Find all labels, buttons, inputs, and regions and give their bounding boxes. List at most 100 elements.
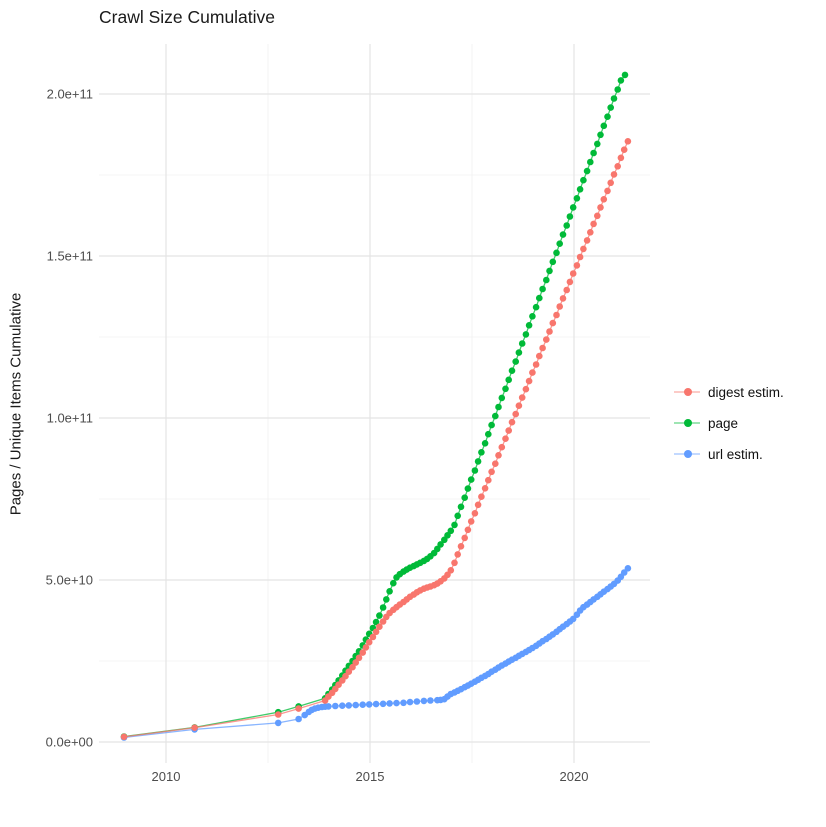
series-point-page [590,149,597,157]
y-tick-label: 0.0e+00 [46,735,93,750]
y-tick-label: 1.5e+11 [47,249,93,264]
series-point-digest-estim- [604,187,611,195]
series-point-digest-estim- [451,559,458,567]
series-point-page [457,503,465,511]
series-point-url-estim- [624,565,632,572]
series-point-page [467,476,475,483]
series-point-page [594,140,601,148]
series-point-url-estim- [393,699,400,707]
series-point-page [488,421,495,429]
series-point-digest-estim- [508,418,516,426]
series-point-digest-estim- [583,237,591,244]
series-point-page [461,494,469,502]
series-point-page [532,303,540,311]
series-point-page [525,322,533,329]
series-point-page [502,385,509,393]
series-point-url-estim- [386,700,393,707]
series-point-digest-estim- [295,705,302,712]
series-point-page [539,285,546,293]
x-tick-label: 2015 [356,769,385,784]
series-point-page [485,430,492,438]
series-point-digest-estim- [359,649,367,656]
series-point-url-estim- [420,697,428,705]
series-point-digest-estim- [457,543,465,550]
legend-item-label: page [708,415,739,431]
series-point-digest-estim- [569,270,577,277]
series-point-page [451,521,458,529]
x-tick-label: 2020 [560,769,589,784]
series-point-digest-estim- [120,733,128,741]
series-point-page [372,618,380,626]
series-point-page [518,340,526,347]
series-point-digest-estim- [498,443,506,451]
series-point-digest-estim- [607,179,614,187]
series-point-page [512,358,519,365]
series-point-page [621,71,629,79]
series-point-digest-estim- [597,204,604,211]
series-point-digest-estim- [587,229,594,236]
series-point-url-estim- [339,702,346,709]
series-point-url-estim- [379,700,387,708]
series-point-digest-estim- [594,212,601,220]
series-point-url-estim- [365,701,373,708]
series-point-page [515,349,523,356]
series-point-digest-estim- [502,435,509,443]
series-point-digest-estim- [464,526,472,534]
series-point-url-estim- [352,701,360,709]
series-point-digest-estim- [573,262,581,269]
series-point-page [580,176,587,184]
series-point-digest-estim- [345,668,353,675]
series-point-digest-estim- [352,659,360,666]
legend-item: page [674,414,784,432]
series-point-page [563,222,570,229]
series-point-page [576,186,584,193]
series-point-digest-estim- [525,377,533,385]
series-point-url-estim- [427,697,434,704]
series-point-url-estim- [295,715,302,723]
series-point-digest-estim- [546,328,553,335]
series-point-digest-estim- [379,618,387,625]
series-point-digest-estim- [559,295,567,302]
series-point-page [559,231,567,238]
series-point-digest-estim- [566,278,574,286]
series-point-page [604,113,611,120]
series-point-url-estim- [372,700,380,708]
series-point-page [386,588,393,595]
y-tick-label: 2.0e+11 [47,87,93,102]
series-point-url-estim- [332,702,339,710]
series-point-page [498,394,506,402]
series-point-url-estim- [413,698,421,705]
series-point-page [454,512,462,520]
series-point-page [569,204,577,211]
series-point-page [607,104,614,111]
series-point-digest-estim- [522,385,530,393]
series-point-page [492,412,499,420]
series-point-url-estim- [359,701,367,708]
series-point-page [447,527,455,535]
series-point-page [464,485,472,492]
series-point-url-estim- [325,703,332,710]
y-tick-label: 5.0e+10 [46,573,93,588]
series-point-digest-estim- [191,724,198,731]
series-point-digest-estim- [600,196,608,203]
series-point-page [508,367,516,375]
series-point-page [390,579,397,587]
series-point-digest-estim- [624,138,632,145]
series-point-digest-estim- [556,303,563,310]
series-point-page [617,77,625,84]
series-point-page [614,86,621,93]
series-point-page [597,131,604,139]
series-point-page [553,249,560,257]
series-point-digest-estim- [488,468,495,476]
series-point-digest-estim- [485,476,492,484]
series-point-page [610,95,618,102]
series-point-digest-estim- [512,410,519,418]
series-point-digest-estim- [532,361,540,368]
series-point-url-estim- [406,698,414,706]
series-point-url-estim- [345,702,353,709]
series-point-url-estim- [274,719,282,727]
series-line-digest-estim- [123,141,629,738]
series-point-page [566,213,574,220]
series-point-digest-estim- [274,711,282,718]
